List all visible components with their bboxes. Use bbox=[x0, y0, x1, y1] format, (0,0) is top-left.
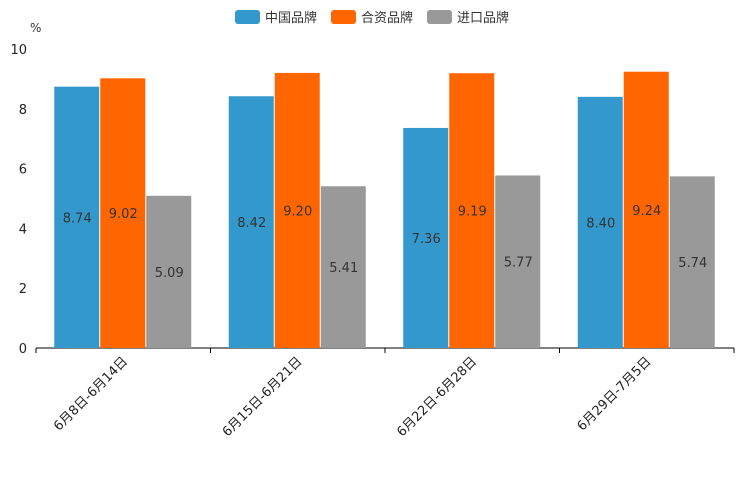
bar-value-label: 8.42 bbox=[237, 216, 266, 231]
bar-value-label: 9.02 bbox=[109, 207, 138, 222]
y-tick-label: 8 bbox=[19, 103, 27, 118]
bar-value-label: 8.40 bbox=[586, 216, 615, 231]
bar-value-label: 9.19 bbox=[458, 205, 487, 220]
bar bbox=[146, 195, 192, 348]
bar-value-label: 5.41 bbox=[329, 261, 358, 276]
bar bbox=[320, 186, 366, 348]
legend-label-import-brand: 进口品牌 bbox=[457, 11, 510, 26]
bar bbox=[669, 176, 715, 348]
legend-label-joint-venture-brand: 合资品牌 bbox=[360, 11, 413, 26]
x-tick-label: 6月15日-6月21日 bbox=[220, 354, 306, 440]
chart-legend: 中国品牌 合资品牌 进口品牌 bbox=[0, 7, 744, 26]
x-tick-label: 6月22日-6月28日 bbox=[394, 354, 480, 440]
bar-value-label: 7.36 bbox=[412, 232, 441, 247]
y-tick-label: 6 bbox=[19, 163, 27, 178]
bar-value-label: 9.20 bbox=[283, 204, 312, 219]
bar bbox=[403, 127, 449, 348]
bar bbox=[577, 96, 623, 348]
bar-value-label: 8.74 bbox=[63, 211, 92, 226]
bar bbox=[228, 96, 274, 348]
bar bbox=[54, 86, 100, 348]
y-axis-unit: % bbox=[30, 21, 42, 35]
bar-value-label: 5.74 bbox=[678, 256, 707, 271]
bar-value-label: 5.09 bbox=[155, 266, 184, 281]
legend-item-china-brand[interactable]: 中国品牌 bbox=[234, 7, 317, 26]
bar bbox=[449, 73, 495, 349]
y-tick-label: 0 bbox=[19, 342, 27, 357]
legend-item-import-brand[interactable]: 进口品牌 bbox=[427, 7, 509, 26]
bar bbox=[495, 175, 541, 348]
legend-item-joint-venture-brand[interactable]: 合资品牌 bbox=[330, 7, 413, 26]
x-tick-label: 6月29日-7月5日 bbox=[575, 354, 655, 434]
y-tick-label: 10 bbox=[10, 43, 27, 58]
bar bbox=[274, 72, 320, 349]
legend-swatch-china-brand bbox=[234, 9, 260, 24]
bar bbox=[100, 78, 146, 348]
bar bbox=[623, 71, 669, 348]
y-tick-label: 2 bbox=[19, 282, 27, 297]
x-tick-label: 6月8日-6月14日 bbox=[51, 354, 131, 434]
bar-value-label: 9.24 bbox=[632, 204, 661, 219]
legend-swatch-import-brand bbox=[427, 9, 452, 24]
bar-value-label: 5.77 bbox=[504, 256, 533, 271]
legend-swatch-joint-venture-brand bbox=[330, 9, 356, 24]
y-tick-label: 4 bbox=[19, 222, 27, 237]
legend-label-china-brand: 中国品牌 bbox=[264, 11, 317, 26]
